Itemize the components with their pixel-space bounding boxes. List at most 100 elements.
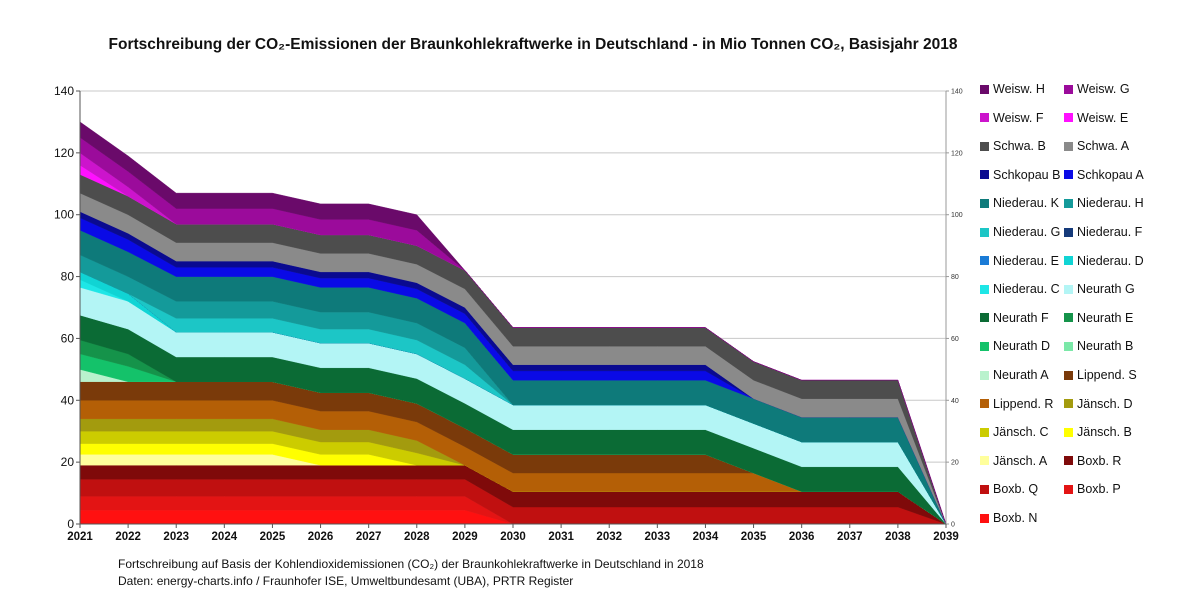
legend-item-jänsch-b: Jänsch. B	[1064, 425, 1132, 439]
legend-label: Lippend. R	[993, 396, 1054, 411]
y-tick-label: 140	[54, 84, 74, 98]
area-weisw-h	[79, 121, 947, 525]
x-tick-label: 2026	[308, 531, 334, 543]
x-tick-label: 2036	[789, 531, 815, 543]
x-tick-label: 2030	[500, 531, 526, 543]
legend-label: Neurath A	[993, 368, 1049, 382]
y2-tick-label: 80	[951, 274, 959, 281]
legend-swatch	[980, 170, 989, 180]
legend-label: Niederau. F	[1077, 225, 1143, 239]
legend-label: Lippend. S	[1077, 368, 1137, 382]
x-tick-label: 2032	[596, 531, 622, 543]
legend-item-jänsch-d: Jänsch. D	[1064, 397, 1133, 411]
legend-swatch	[980, 513, 989, 523]
legend-item-neurath-d: Neurath D	[980, 339, 1050, 353]
y-tick-label: 120	[54, 146, 74, 160]
legend-label: Weisw. F	[993, 110, 1044, 125]
y-tick-label: 100	[54, 208, 74, 222]
legend-label: Niederau. K	[993, 196, 1060, 211]
x-tick-label: 2034	[693, 531, 719, 543]
y-tick-label: 40	[61, 393, 75, 407]
x-tick-label: 2037	[837, 531, 863, 543]
legend-item-neurath-b: Neurath B	[1064, 339, 1133, 353]
legend-item-niederau-f: Niederau. F	[1064, 225, 1142, 239]
y2-tick-label: 0	[951, 522, 955, 529]
legend-label: Boxb. Q	[993, 482, 1039, 497]
y-tick-label: 0	[67, 517, 74, 531]
legend-label: Jänsch. A	[993, 453, 1048, 468]
legend-label: Jänsch. B	[1077, 425, 1132, 440]
footnote-line-2: Daten: energy-charts.info / Fraunhofer I…	[118, 574, 574, 588]
legend-item-jänsch-a: Jänsch. A	[980, 454, 1047, 468]
legend-item-boxb-p: Boxb. P	[1064, 482, 1121, 496]
legend-swatch	[980, 141, 989, 151]
legend-label: Boxb. R	[1077, 453, 1122, 468]
legend-swatch	[1064, 313, 1073, 323]
legend-label: Neurath B	[1077, 339, 1134, 354]
legend-item-schwa-a: Schwa. A	[1064, 139, 1129, 153]
x-tick-label: 2024	[212, 531, 238, 543]
x-tick-label: 2033	[645, 531, 671, 543]
legend-item-boxb-n: Boxb. N	[980, 511, 1037, 525]
legend-item-niederau-k: Niederau. K	[980, 196, 1059, 210]
legend-swatch	[980, 484, 989, 494]
legend-swatch	[980, 113, 989, 123]
x-tick-label: 2029	[452, 531, 478, 543]
legend-item-niederau-d: Niederau. D	[1064, 254, 1144, 268]
legend-swatch	[1064, 113, 1073, 123]
legend-label: Weisw. H	[993, 82, 1045, 96]
legend-label: Niederau. D	[1077, 253, 1144, 268]
legend-swatch	[1064, 284, 1073, 294]
y-tick-label: 20	[61, 455, 75, 469]
legend-label: Neurath D	[993, 339, 1050, 354]
y-tick-label: 60	[61, 331, 75, 345]
x-tick-label: 2022	[115, 531, 141, 543]
legend-swatch	[980, 84, 989, 94]
footnote: Fortschreibung auf Basis der Kohlendioxi…	[118, 556, 704, 590]
axes: 0 20 40 60 80 100 120 140 0 20 40 60 80 100 120 140 2021…	[54, 84, 963, 543]
legend-label: Niederau. H	[1077, 196, 1144, 211]
y2-tick-label: 120	[951, 150, 963, 157]
legend-swatch	[980, 456, 989, 466]
legend-item-schkopau-b: Schkopau B	[980, 168, 1060, 182]
y2-tick-label: 140	[951, 89, 963, 96]
legend-item-weisw-g: Weisw. G	[1064, 82, 1130, 96]
legend-swatch	[1064, 427, 1073, 437]
legend-label: Schwa. B	[993, 139, 1046, 154]
legend-label: Neurath E	[1077, 310, 1134, 325]
legend-item-jänsch-c: Jänsch. C	[980, 425, 1049, 439]
legend-swatch	[980, 198, 989, 208]
legend-label: Schkopau B	[993, 167, 1061, 182]
legend-item-neurath-a: Neurath A	[980, 368, 1049, 382]
x-tick-label: 2023	[163, 531, 189, 543]
legend-item-niederau-g: Niederau. G	[980, 225, 1060, 239]
legend-item-schwa-b: Schwa. B	[980, 139, 1046, 153]
chart-title: Fortschreibung der CO₂-Emissionen der Br…	[108, 36, 958, 53]
legend-swatch	[980, 256, 989, 266]
legend-label: Boxb. N	[993, 511, 1038, 525]
legend-swatch	[1064, 198, 1073, 208]
legend-item-lippend-s: Lippend. S	[1064, 368, 1137, 382]
legend-item-niederau-h: Niederau. H	[1064, 196, 1144, 210]
x-tick-label: 2039	[933, 531, 959, 543]
y2-tick-label: 20	[951, 460, 959, 467]
x-tick-label: 2028	[404, 531, 430, 543]
legend-item-weisw-f: Weisw. F	[980, 111, 1043, 125]
legend-label: Neurath F	[993, 310, 1049, 325]
x-tick-label: 2025	[260, 531, 286, 543]
legend-item-neurath-e: Neurath E	[1064, 311, 1133, 325]
legend-label: Neurath G	[1077, 282, 1135, 297]
legend-swatch	[1064, 341, 1073, 351]
legend-swatch	[980, 227, 989, 237]
legend-item-schkopau-a: Schkopau A	[1064, 168, 1144, 182]
legend-swatch	[1064, 370, 1073, 380]
legend-item-boxb-r: Boxb. R	[1064, 454, 1121, 468]
legend-swatch	[1064, 399, 1073, 409]
legend-label: Schkopau A	[1077, 167, 1144, 182]
legend-swatch	[980, 370, 989, 380]
legend-item-neurath-f: Neurath F	[980, 311, 1049, 325]
legend-swatch	[1064, 141, 1073, 151]
legend-label: Jänsch. D	[1077, 396, 1133, 411]
legend-swatch	[980, 341, 989, 351]
